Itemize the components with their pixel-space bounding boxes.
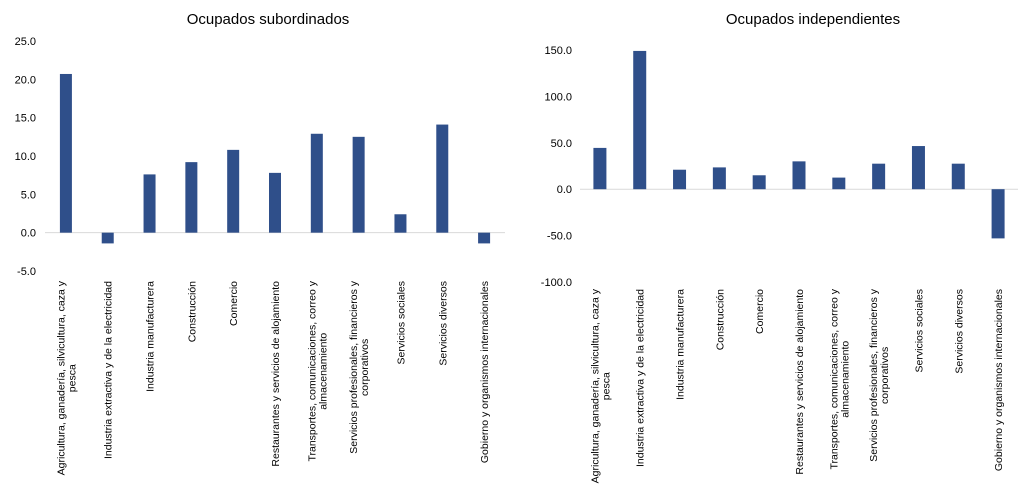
category-label: Servicios diversos	[953, 289, 965, 374]
y-tick-label: 5.0	[21, 189, 36, 201]
category-label: Transportes, comunicaciones, correo yalm…	[306, 280, 329, 461]
bar	[832, 177, 846, 190]
category-label: Construcción	[714, 289, 726, 350]
y-tick-label: -5.0	[17, 266, 36, 278]
bar	[991, 189, 1005, 239]
category-label: Restaurantes y servicios de alojamiento	[270, 281, 282, 467]
bar	[269, 172, 281, 233]
bar	[310, 133, 323, 233]
bar	[673, 169, 687, 190]
bar	[227, 149, 240, 233]
bar	[911, 146, 925, 190]
y-tick-label: 15.0	[15, 113, 36, 125]
category-label: Transportes, comunicaciones, correo yalm…	[828, 288, 851, 469]
category-label: Agricultura, ganadería, silvicultura, ca…	[55, 280, 78, 475]
category-label: Servicios diversos	[437, 281, 449, 366]
bar	[185, 162, 198, 233]
bar	[101, 232, 114, 244]
category-label: Industria extractiva y de la electricida…	[103, 281, 115, 459]
y-tick-label: -50.0	[547, 231, 572, 243]
category-label: Comercio	[228, 281, 240, 326]
bar	[394, 214, 407, 233]
y-tick-label: 150.0	[544, 45, 572, 57]
bar	[712, 167, 726, 190]
category-label: Industria extractiva y de la electricida…	[635, 289, 647, 467]
bar	[951, 163, 965, 190]
bar	[752, 175, 766, 190]
y-tick-label: 20.0	[15, 74, 36, 86]
bar	[633, 50, 647, 190]
y-tick-label: 10.0	[15, 151, 36, 163]
category-label: Restaurantes y servicios de alojamiento	[794, 289, 806, 475]
category-label: Industria manufacturera	[675, 289, 687, 400]
category-label: Servicios profesionales, financieros yco…	[868, 288, 891, 461]
y-tick-label: 100.0	[544, 91, 572, 103]
y-tick-label: 25.0	[15, 36, 36, 48]
bar	[478, 232, 491, 244]
chart-ocupados-independientes: Ocupados independientes 150.0 100.0 50.0 0.…	[541, 11, 1018, 483]
category-label: Agricultura, ganadería, silvicultura, ca…	[589, 288, 612, 483]
category-label: Servicios profesionales, financieros yco…	[348, 280, 371, 453]
y-tick-label: 0.0	[557, 184, 572, 196]
bar	[59, 73, 72, 233]
category-label: Servicios sociales	[913, 289, 925, 372]
chart-title: Ocupados independientes	[726, 11, 900, 28]
bar	[436, 124, 449, 233]
category-label: Industria manufacturera	[145, 281, 157, 392]
chart-ocupados-subordinados: Ocupados subordinados 25.0 20.0 15.0 10.0 5.…	[15, 11, 505, 475]
y-tick-label: 0.0	[21, 228, 36, 240]
category-label: Construcción	[186, 281, 198, 342]
category-label: Gobierno y organismos internacionales	[479, 281, 491, 463]
bar	[143, 174, 156, 233]
bar	[593, 147, 607, 190]
bar	[872, 163, 886, 190]
y-tick-label: 50.0	[551, 138, 572, 150]
bar	[352, 136, 365, 233]
bar	[792, 161, 806, 190]
category-label: Servicios sociales	[395, 281, 407, 364]
category-label: Comercio	[754, 289, 766, 334]
chart-title: Ocupados subordinados	[187, 11, 350, 28]
category-label: Gobierno y organismos internacionales	[993, 289, 1005, 471]
y-tick-label: -100.0	[541, 277, 572, 289]
